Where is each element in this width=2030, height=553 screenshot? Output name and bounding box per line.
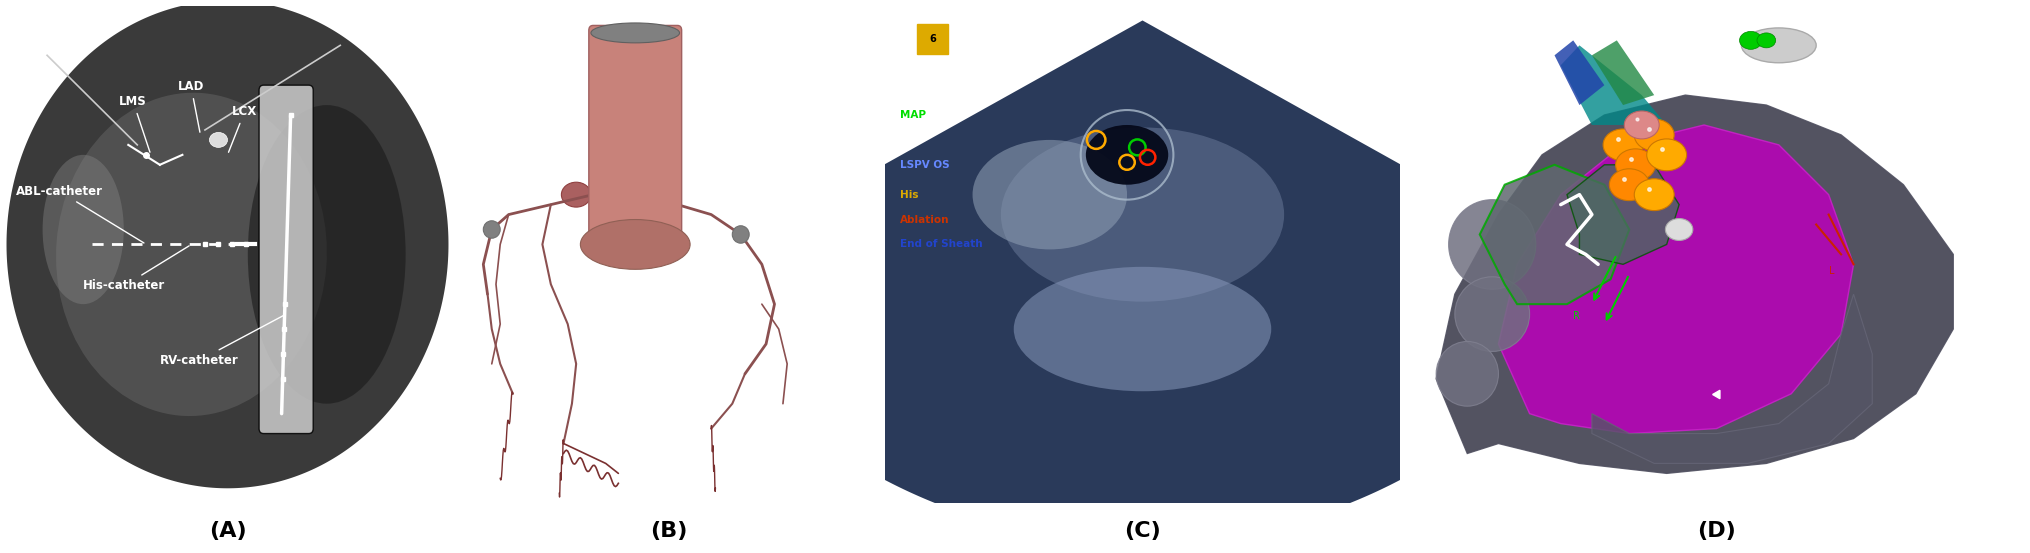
Ellipse shape: [209, 132, 227, 148]
FancyBboxPatch shape: [918, 24, 948, 54]
FancyBboxPatch shape: [589, 25, 682, 249]
FancyBboxPatch shape: [260, 85, 313, 434]
Polygon shape: [1480, 165, 1630, 304]
Text: His: His: [901, 190, 920, 200]
Circle shape: [1624, 111, 1659, 139]
Text: His-catheter: His-catheter: [83, 246, 189, 292]
Ellipse shape: [1001, 128, 1285, 302]
Circle shape: [1758, 33, 1776, 48]
Ellipse shape: [562, 182, 591, 207]
Circle shape: [1610, 169, 1648, 201]
Text: L: L: [1829, 267, 1835, 276]
Text: LMS: LMS: [120, 95, 150, 152]
Polygon shape: [1435, 95, 1953, 473]
Text: LCX: LCX: [229, 105, 258, 152]
Polygon shape: [1498, 125, 1853, 434]
Ellipse shape: [972, 140, 1127, 249]
Circle shape: [1665, 218, 1693, 241]
Text: (B): (B): [650, 521, 688, 541]
Text: (A): (A): [209, 521, 246, 541]
Ellipse shape: [57, 93, 327, 416]
Ellipse shape: [591, 23, 680, 43]
Text: ABL-catheter: ABL-catheter: [16, 185, 144, 243]
Polygon shape: [1592, 294, 1872, 463]
Circle shape: [1604, 129, 1642, 161]
Circle shape: [1634, 179, 1675, 211]
Text: (C): (C): [1125, 521, 1161, 541]
Ellipse shape: [1013, 267, 1271, 392]
Text: LAD: LAD: [179, 80, 205, 132]
Polygon shape: [674, 20, 1610, 543]
Polygon shape: [1567, 165, 1679, 264]
Polygon shape: [1592, 40, 1654, 105]
Circle shape: [1616, 149, 1654, 181]
Circle shape: [1740, 32, 1762, 49]
Ellipse shape: [733, 226, 749, 243]
Ellipse shape: [248, 105, 406, 404]
Polygon shape: [6, 1, 449, 488]
Text: RV-catheter: RV-catheter: [160, 315, 284, 367]
Ellipse shape: [483, 221, 499, 238]
Text: Ablation: Ablation: [901, 215, 950, 225]
Text: R: R: [1573, 311, 1579, 321]
Polygon shape: [1561, 45, 1667, 125]
Ellipse shape: [581, 220, 690, 269]
Text: MAP: MAP: [901, 110, 926, 120]
Ellipse shape: [1449, 200, 1537, 289]
Ellipse shape: [1742, 28, 1817, 62]
Circle shape: [1634, 119, 1675, 151]
Circle shape: [1646, 139, 1687, 171]
Text: (D): (D): [1697, 521, 1736, 541]
Ellipse shape: [1456, 276, 1529, 352]
Text: LSPV OS: LSPV OS: [901, 160, 950, 170]
Ellipse shape: [43, 155, 124, 304]
Ellipse shape: [1086, 125, 1167, 185]
Text: 6: 6: [930, 34, 936, 44]
Text: End of Sheath: End of Sheath: [901, 239, 983, 249]
Polygon shape: [1555, 40, 1604, 105]
Ellipse shape: [1435, 341, 1498, 406]
